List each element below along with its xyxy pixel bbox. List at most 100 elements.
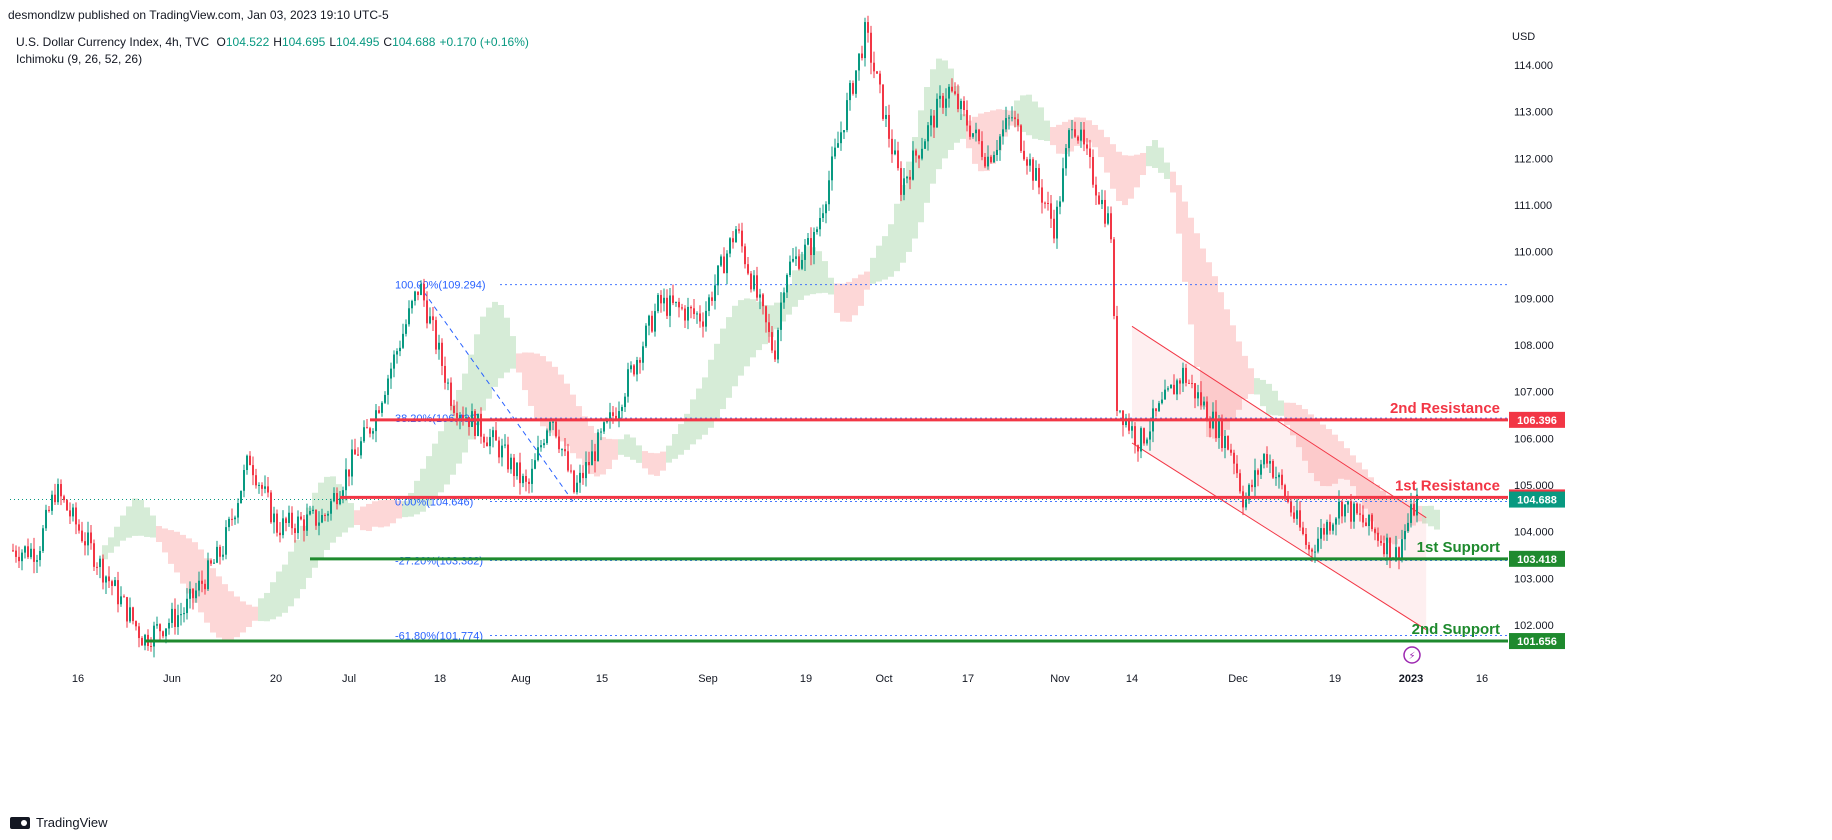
cloud-segment <box>438 431 444 493</box>
cloud-segment <box>120 515 126 541</box>
x-tick-label: 20 <box>270 673 282 685</box>
candle-body <box>609 412 611 420</box>
candle-body <box>285 518 287 523</box>
x-tick-label: Dec <box>1228 673 1248 685</box>
tradingview-brand[interactable]: TradingView <box>10 815 108 830</box>
cloud-segment <box>1398 498 1404 539</box>
candle-body <box>645 325 647 347</box>
cloud-segment <box>1044 120 1050 142</box>
cloud-segment <box>1152 140 1158 168</box>
cloud-segment <box>780 293 786 322</box>
candle-body <box>618 411 620 420</box>
candle-body <box>903 178 905 195</box>
candle-body <box>240 490 242 504</box>
candle-body <box>351 449 353 477</box>
cloud-segment <box>612 439 618 460</box>
candle-body <box>201 580 203 584</box>
symbol-name[interactable]: U.S. Dollar Currency Index, 4h, TVC <box>16 35 210 49</box>
cloud-segment <box>840 283 846 322</box>
cloud-segment <box>972 116 978 164</box>
candle-body <box>1146 439 1148 444</box>
cloud-segment <box>360 506 366 531</box>
candle-body <box>1410 504 1412 523</box>
candle-body <box>1053 218 1055 239</box>
candle-body <box>699 313 701 322</box>
cloud-segment <box>348 503 354 528</box>
candle-body <box>672 295 674 303</box>
indicator-legend[interactable]: Ichimoku (9, 26, 52, 26) <box>16 52 143 66</box>
candle-body <box>936 98 938 128</box>
tradingview-logo-icon <box>10 816 30 829</box>
cloud-segment <box>1254 378 1260 395</box>
candle-body <box>1065 148 1067 169</box>
cloud-segment <box>1380 490 1386 541</box>
candle-body <box>897 150 899 169</box>
cloud-segment <box>384 499 390 527</box>
candle-body <box>624 396 626 408</box>
candle-body <box>1035 168 1037 181</box>
candle-body <box>153 625 155 647</box>
candle-body <box>1299 510 1301 528</box>
cloud-segment <box>774 302 780 330</box>
candle-body <box>252 465 254 476</box>
ohlc-item: C104.688 <box>383 35 436 49</box>
cloud-segment <box>1230 325 1236 419</box>
cloud-segment <box>336 484 342 537</box>
cloud-segment <box>726 317 732 398</box>
candle-body <box>1338 501 1340 519</box>
cloud-segment <box>264 592 270 622</box>
candle-body <box>1353 503 1355 522</box>
candle-body <box>51 494 53 511</box>
cloud-segment <box>552 366 558 436</box>
candle-body <box>129 607 131 622</box>
candle-body <box>1407 522 1409 532</box>
candle-body <box>1059 201 1061 207</box>
candle-body <box>1179 380 1181 384</box>
candle-body <box>360 441 362 456</box>
candle-body <box>477 413 479 436</box>
cloud-segment <box>858 274 864 306</box>
candle-body <box>1227 435 1229 450</box>
candle-body <box>123 596 125 598</box>
candle-body <box>1260 464 1262 475</box>
candle-body <box>1050 203 1052 219</box>
candle-body <box>675 301 677 303</box>
candle-body <box>108 576 110 582</box>
candle-body <box>132 607 134 622</box>
candle-body <box>1209 421 1211 429</box>
candle-body <box>1293 512 1295 519</box>
cloud-segment <box>798 254 804 300</box>
candle-body <box>495 430 497 441</box>
cloud-segment <box>354 510 360 525</box>
candle-body <box>1176 380 1178 395</box>
candle-body <box>1029 159 1031 166</box>
price-chart[interactable]: 100.00%(109.294)38.20%(106.432)0.00%(104… <box>0 0 1832 810</box>
candle-body <box>783 292 785 303</box>
candle-body <box>312 509 314 512</box>
candle-body <box>117 580 119 605</box>
candle-body <box>489 437 491 447</box>
cloud-segment <box>900 184 906 263</box>
candle-body <box>1224 435 1226 448</box>
cloud-segment <box>1038 107 1044 141</box>
candle-body <box>1098 195 1100 205</box>
candle-body <box>417 291 419 295</box>
candle-body <box>192 588 194 599</box>
cloud-segment <box>648 452 654 475</box>
candle-body <box>1371 514 1373 530</box>
candle-body <box>1032 159 1034 181</box>
candle-body <box>186 598 188 614</box>
cloud-segment <box>186 538 192 594</box>
candle-body <box>84 541 86 546</box>
candle-body <box>576 482 578 493</box>
candle-body <box>741 230 743 247</box>
candle-body <box>1161 399 1163 404</box>
candle-body <box>195 590 197 599</box>
candle-body <box>1266 454 1268 464</box>
candle-body <box>18 556 20 562</box>
candle-body <box>738 229 740 231</box>
candle-body <box>1017 119 1019 126</box>
cloud-segment <box>408 492 414 517</box>
candle-body <box>1002 129 1004 137</box>
cloud-segment <box>1158 147 1164 173</box>
